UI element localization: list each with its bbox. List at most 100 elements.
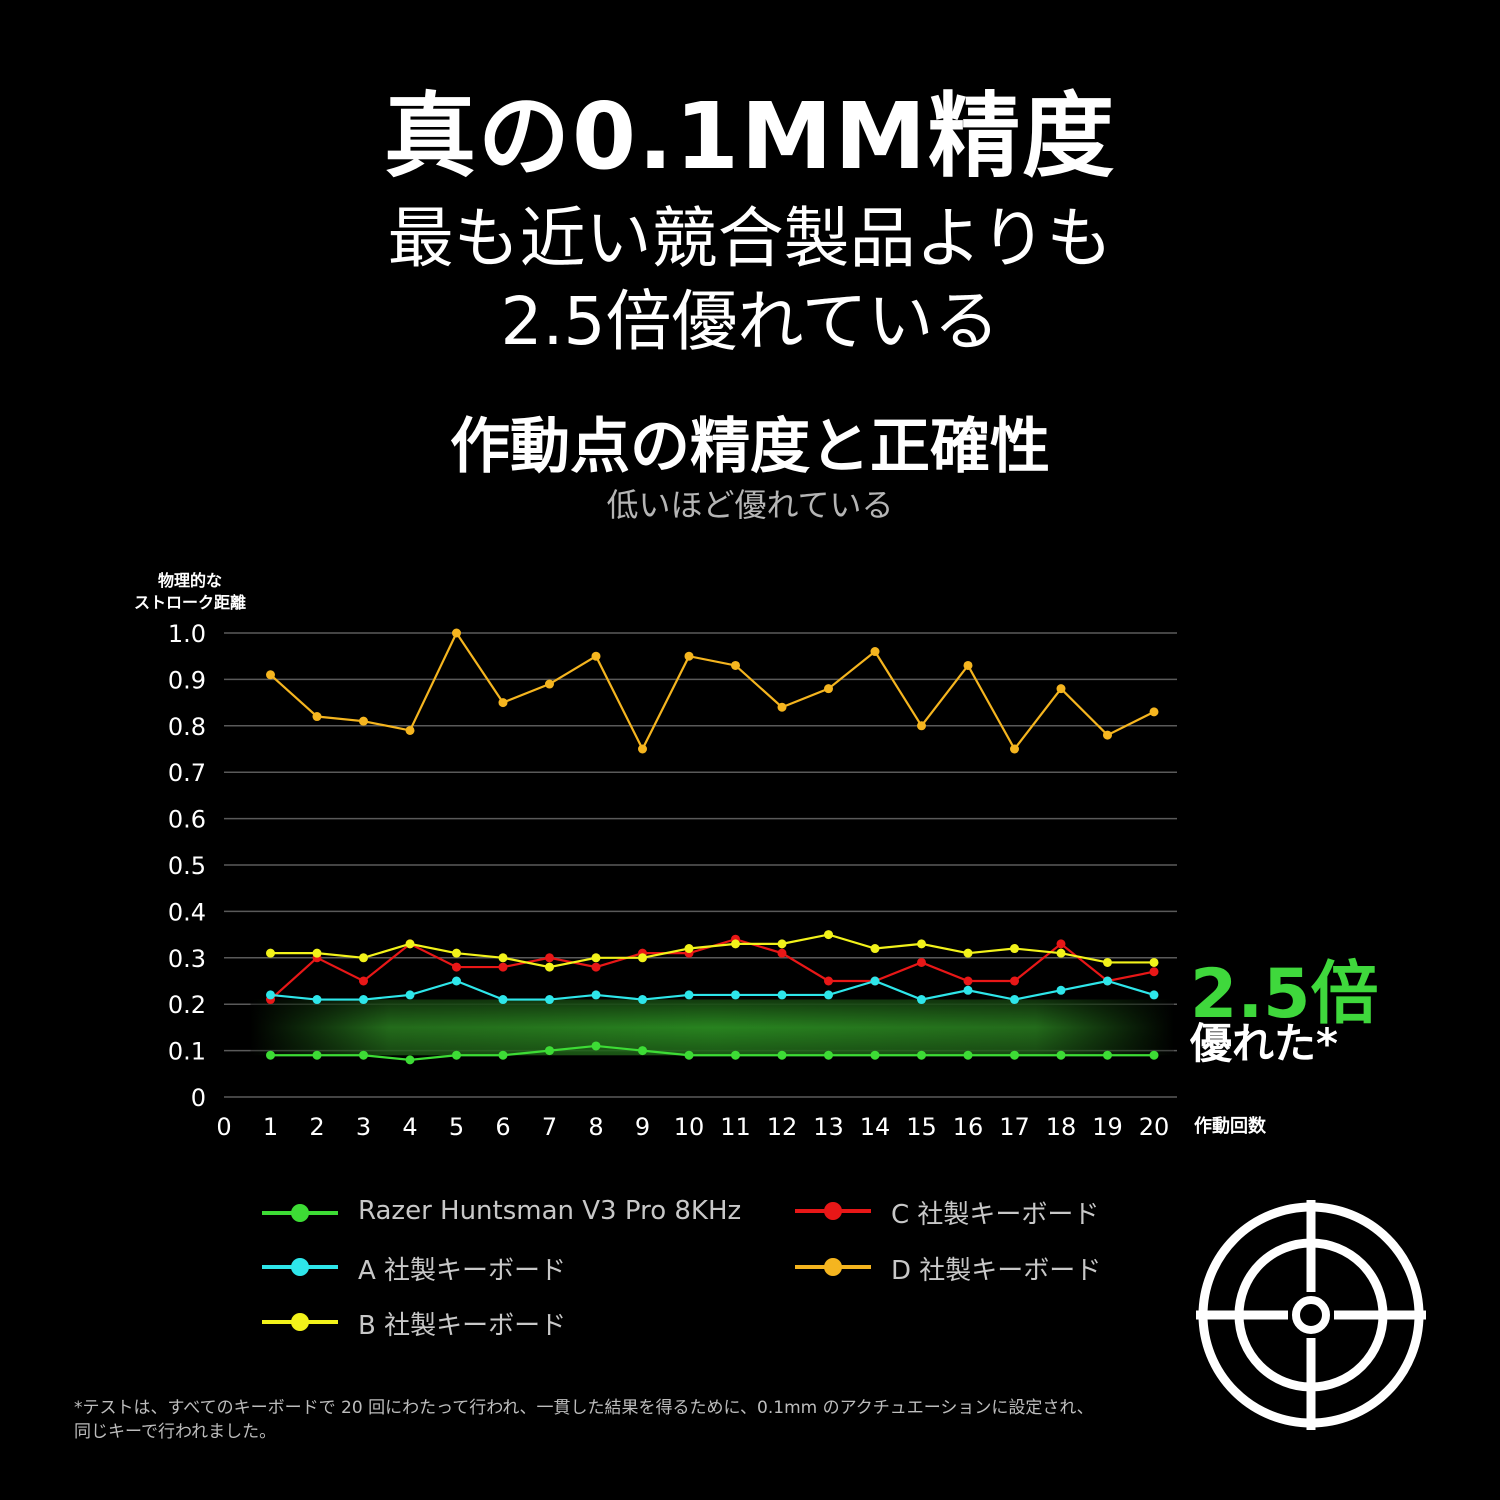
data-point [359, 1050, 368, 1060]
data-point [312, 948, 322, 958]
data-point [1010, 744, 1019, 754]
data-point [777, 990, 787, 1000]
data-point [312, 995, 322, 1005]
data-point [266, 990, 275, 1000]
x-tick-label: 15 [906, 1113, 937, 1141]
legend-dot [291, 1204, 309, 1222]
y-axis-label: 物理的な ストローク距離 [133, 571, 246, 612]
footnote: *テストは、すべてのキーボードで 20 回にわたって行われ、一貫した結果を得るた… [74, 1398, 1094, 1442]
data-point [545, 679, 554, 689]
data-point [1056, 684, 1066, 694]
x-tick-label: 16 [953, 1113, 984, 1141]
series-line [269, 630, 1155, 752]
legend-label-a: A 社製キーボード [358, 1256, 567, 1286]
x-tick-label: 19 [1092, 1113, 1123, 1141]
x-tick-label: 14 [860, 1113, 891, 1141]
data-point [498, 995, 508, 1005]
legend-label-b: B 社製キーボード [358, 1311, 567, 1341]
x-axis-label: 作動回数 [1194, 1116, 1266, 1137]
x-tick-label: 11 [720, 1113, 751, 1141]
data-point [684, 651, 694, 661]
data-point [638, 744, 647, 754]
data-point [405, 1055, 415, 1065]
data-point [870, 1050, 880, 1060]
x-tick-label: 3 [356, 1113, 371, 1141]
x-tick-label: 13 [813, 1113, 844, 1141]
data-point [545, 962, 554, 972]
legend-marker-b [262, 1313, 338, 1331]
y-tick-label: 0.9 [168, 666, 206, 694]
x-tick-label: 8 [588, 1113, 603, 1141]
series-line [270, 979, 1155, 1001]
subheadline-line2: 2.5倍優れている [500, 283, 1000, 360]
data-point [731, 990, 740, 1000]
data-point [266, 1050, 275, 1060]
data-point [1149, 1050, 1159, 1060]
x-tick-label: 18 [1046, 1113, 1077, 1141]
data-point [266, 948, 275, 958]
data-point [498, 962, 508, 972]
y-tick-label: 0.6 [168, 806, 206, 834]
data-point [917, 939, 926, 949]
legend-marker-a [262, 1258, 338, 1276]
data-point [359, 995, 368, 1005]
data-point [1103, 1050, 1112, 1060]
callout-value: 2.5倍 [1190, 955, 1379, 1034]
legend-marker-razer [262, 1204, 338, 1222]
data-point [824, 976, 833, 986]
data-point [591, 962, 601, 972]
data-point [405, 990, 415, 1000]
data-point [1010, 995, 1019, 1005]
y-tick-label: 1.0 [168, 620, 206, 648]
data-point [870, 647, 880, 657]
data-point [963, 976, 973, 986]
data-point [312, 1050, 322, 1060]
data-point [731, 1050, 740, 1060]
data-point [498, 953, 508, 963]
series-line [270, 1044, 1154, 1061]
data-point [1056, 1050, 1066, 1060]
data-point [452, 948, 461, 958]
data-point [359, 953, 368, 963]
legend-dot [291, 1313, 309, 1331]
x-tick-label: 6 [495, 1113, 510, 1141]
data-point [638, 953, 647, 963]
data-point [498, 698, 508, 708]
data-point [1149, 707, 1159, 717]
data-point [824, 1050, 833, 1060]
data-point [452, 976, 461, 986]
data-point [1010, 1050, 1019, 1060]
x-tick-label: 12 [767, 1113, 798, 1141]
x-tick-label: 2 [309, 1113, 324, 1141]
chart-subtitle: 低いほど優れている [606, 486, 894, 524]
data-point [731, 660, 740, 670]
data-point [777, 948, 787, 958]
data-point [545, 1046, 554, 1056]
x-tick-label: 5 [449, 1113, 464, 1141]
data-point [731, 939, 740, 949]
data-point [591, 953, 601, 963]
data-point [870, 976, 880, 986]
highlight-band-shade [250, 999, 1174, 1056]
data-point [498, 1050, 508, 1060]
data-point [917, 995, 926, 1005]
y-tick-label: 0.5 [168, 852, 206, 880]
data-point [452, 962, 461, 972]
x-tick-label: 1 [263, 1113, 278, 1141]
data-point [684, 1050, 694, 1060]
data-point [1103, 957, 1112, 967]
data-point [1056, 939, 1066, 949]
x-tick-label: 10 [674, 1113, 705, 1141]
data-point [312, 712, 322, 722]
series-line [270, 933, 1154, 969]
data-point [638, 1046, 647, 1056]
data-point [1010, 944, 1019, 954]
x-tick-label: 0 [216, 1113, 231, 1141]
data-point [777, 702, 787, 712]
data-point [1103, 976, 1112, 986]
y-tick-label: 0.4 [168, 898, 206, 926]
data-point [963, 985, 973, 995]
data-point [545, 953, 554, 963]
x-tick-label: 9 [635, 1113, 650, 1141]
y-tick-label: 0.3 [168, 945, 206, 973]
